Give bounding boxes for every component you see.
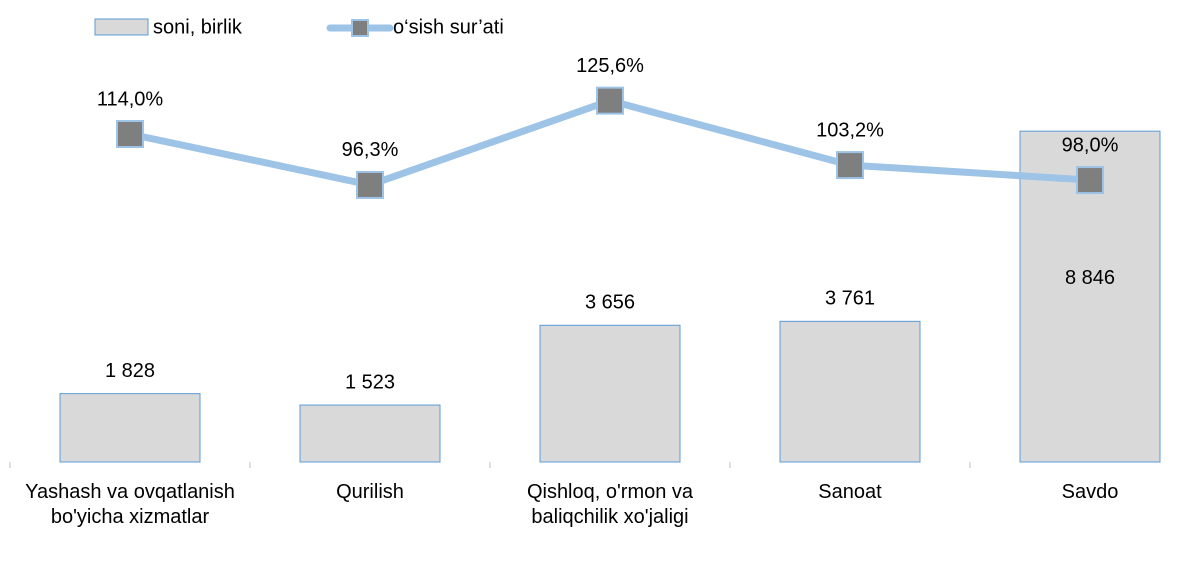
bar	[779, 320, 921, 463]
bar-value-label: 3 761	[825, 288, 875, 310]
bar	[59, 393, 201, 463]
line-value-label: 96,3%	[342, 139, 399, 161]
line-value-label: 114,0%	[97, 88, 164, 110]
x-tick-label: Sanoat	[818, 481, 882, 503]
line-value-label: 98,0%	[1062, 134, 1119, 156]
bar-value-label: 1 523	[345, 371, 395, 393]
line-marker	[356, 170, 384, 199]
x-tick-label: Savdo	[1061, 481, 1119, 503]
line-value-label: 103,2%	[816, 119, 884, 141]
line-value-label: 125,6%	[576, 55, 644, 77]
line-marker	[596, 86, 624, 115]
legend-label: soni, birlik	[153, 16, 243, 38]
line-marker	[1076, 166, 1104, 195]
x-tick-label: Qishloq, o'rmon va baliqchilik xo'jaligi	[526, 481, 694, 528]
bar-value-label: 3 656	[585, 292, 635, 314]
legend-marker	[351, 19, 369, 37]
legend-label: o‘sish sur’ati	[393, 16, 504, 38]
bar	[299, 404, 441, 463]
bar-value-label: 1 828	[105, 360, 155, 382]
x-tick-label: Qurilish	[336, 481, 404, 503]
bar-value-label: 8 846	[1065, 267, 1115, 289]
line-marker	[116, 120, 144, 149]
bar	[539, 324, 681, 463]
legend-swatch	[94, 18, 149, 36]
x-tick-label: Yashash va ovqatlanish bo'yicha xizmatla…	[25, 481, 235, 528]
line-marker	[836, 151, 864, 180]
